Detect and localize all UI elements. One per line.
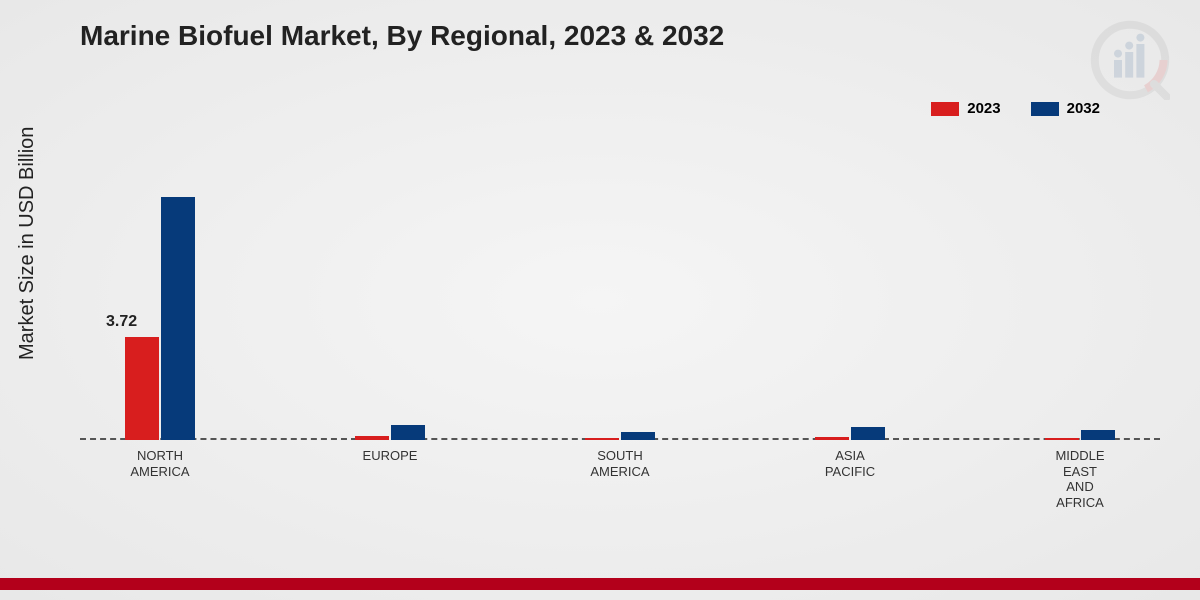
bar-group xyxy=(790,427,910,440)
bar-value-label: 3.72 xyxy=(106,313,137,331)
y-axis-label: Market Size in USD Billion xyxy=(16,127,39,360)
bar-2023 xyxy=(815,437,849,440)
legend-item-2023: 2023 xyxy=(931,100,1000,117)
x-tick-label: ASIA PACIFIC xyxy=(790,448,910,479)
legend-label-2023: 2023 xyxy=(967,100,1000,117)
x-tick-label: EUROPE xyxy=(330,448,450,464)
x-tick-label: SOUTH AMERICA xyxy=(560,448,680,479)
legend-item-2032: 2032 xyxy=(1031,100,1100,117)
bar-group xyxy=(560,432,680,440)
bar-group xyxy=(330,425,450,440)
footer-accent-bar xyxy=(0,578,1200,590)
bar-2023 xyxy=(585,438,619,440)
x-axis-labels: NORTH AMERICA EUROPE SOUTH AMERICA ASIA PAC… xyxy=(80,448,1160,548)
legend: 2023 2032 xyxy=(931,100,1100,117)
bar-2032 xyxy=(851,427,885,440)
legend-label-2032: 2032 xyxy=(1067,100,1100,117)
x-tick-label: MIDDLE EAST AND AFRICA xyxy=(1020,448,1140,510)
bar-2032 xyxy=(621,432,655,440)
bar-2023 xyxy=(355,436,389,440)
bar-2032 xyxy=(161,197,195,440)
bar-2032 xyxy=(391,425,425,440)
watermark-logo xyxy=(1090,20,1170,100)
bar-2032 xyxy=(1081,430,1115,440)
bar-2023 xyxy=(1045,438,1079,440)
chart-title: Marine Biofuel Market, By Regional, 2023… xyxy=(80,20,724,52)
bar-2023 xyxy=(125,337,159,440)
x-tick-label: NORTH AMERICA xyxy=(100,448,220,479)
legend-swatch-2032 xyxy=(1031,102,1059,116)
bar-group xyxy=(1020,430,1140,440)
legend-swatch-2023 xyxy=(931,102,959,116)
plot-area: 3.72 xyxy=(80,150,1160,440)
